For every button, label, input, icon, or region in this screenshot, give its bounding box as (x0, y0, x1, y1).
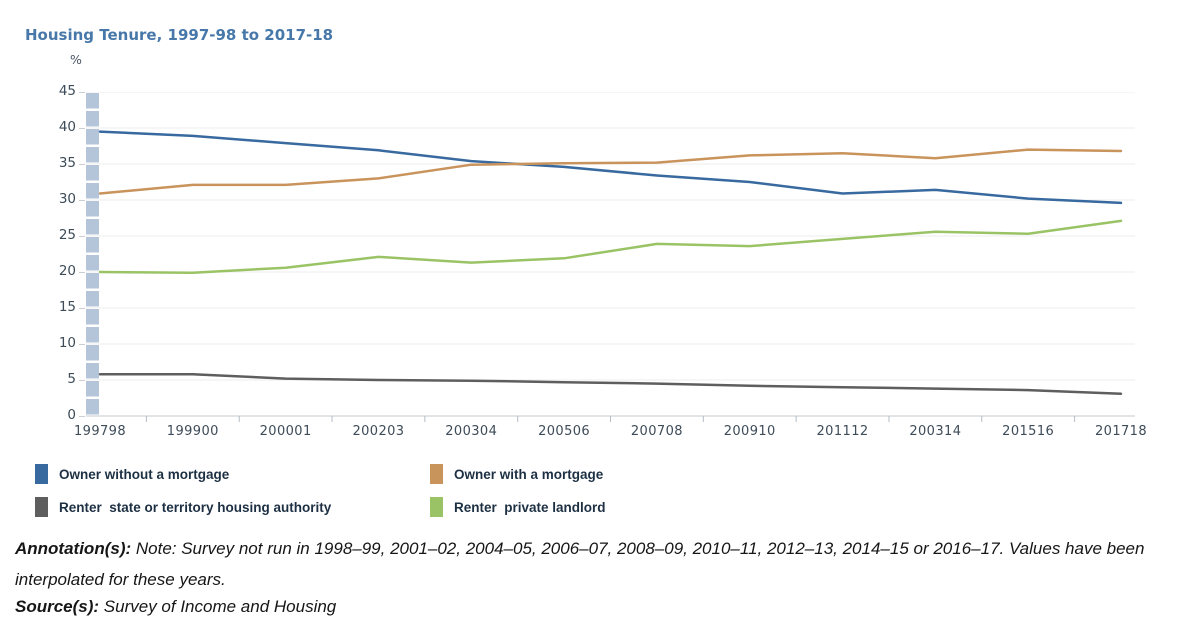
highlight-band-segment (86, 237, 99, 253)
x-axis-label: 200304 (445, 424, 498, 439)
y-axis-tick (79, 308, 85, 309)
legend-item-owner-with-mortgage: Owner with a mortgage (430, 464, 603, 484)
highlight-band-segment (86, 165, 99, 181)
x-axis-label: 199900 (166, 424, 219, 439)
highlight-band-segment (86, 345, 99, 361)
annotation-label: Annotation(s): (15, 539, 132, 558)
highlight-band-segment (86, 147, 99, 163)
series-line-0 (98, 130, 1123, 205)
source-label: Source(s): (15, 597, 100, 616)
highlight-band-segment (86, 111, 99, 127)
legend-swatch-icon (430, 497, 443, 517)
y-axis-tick (79, 128, 85, 129)
x-axis-label: 200910 (723, 424, 776, 439)
source-text: Survey of Income and Housing (99, 597, 337, 616)
y-axis-label: 10 (58, 335, 76, 351)
y-axis-label: 20 (58, 263, 76, 279)
x-axis-label: 201112 (816, 424, 869, 439)
x-axis-label: 200708 (630, 424, 683, 439)
y-axis-label: 0 (67, 407, 76, 423)
y-axis-label: 35 (58, 155, 76, 171)
y-axis-tick (79, 380, 85, 381)
highlight-band-segment (86, 219, 99, 235)
annotation-block: Annotation(s): Note: Survey not run in 1… (15, 533, 1187, 595)
legend-label: Renter state or territory housing author… (59, 499, 332, 515)
highlight-band-segment (86, 201, 99, 217)
x-axis-label: 200314 (909, 424, 962, 439)
highlight-band-segment (86, 309, 99, 325)
legend-swatch-icon (430, 464, 443, 484)
highlight-band-segment (86, 273, 99, 289)
legend-swatch-icon (35, 464, 48, 484)
legend-item-owner-without-mortgage: Owner without a mortgage (35, 464, 229, 484)
x-axis-label: 200203 (352, 424, 405, 439)
series-line-3 (98, 219, 1123, 274)
series-line-1 (98, 148, 1123, 195)
highlight-band-segment (86, 381, 99, 397)
source-block: Source(s): Survey of Income and Housing (15, 597, 1115, 617)
y-axis-tick (79, 200, 85, 201)
line-chart-svg (86, 91, 1135, 422)
legend-label: Owner with a mortgage (454, 466, 604, 482)
y-axis-unit-label: % (70, 52, 82, 67)
x-axis: 199798 199900 200001 200203 200304 200506 2007… (74, 424, 1148, 444)
y-axis-label: 45 (58, 83, 76, 99)
highlight-band-segment (86, 129, 99, 145)
legend-item-renter-private-landlord: Renter private landlord (430, 497, 606, 517)
highlight-band-segment (86, 291, 99, 307)
highlight-band-segment (86, 183, 99, 199)
y-axis-label: 30 (58, 191, 76, 207)
x-axis-label: 201718 (1094, 424, 1148, 439)
chart-title: Housing Tenure, 1997-98 to 2017-18 (25, 26, 334, 44)
series-line-2 (98, 372, 1123, 395)
highlight-band-segment (86, 93, 99, 109)
y-axis-tick (79, 272, 85, 273)
legend-item-renter-state-housing: Renter state or territory housing author… (35, 497, 331, 517)
legend-label: Renter private landlord (454, 499, 606, 515)
y-axis-label: 5 (67, 371, 76, 387)
x-axis-label: 199798 (73, 424, 127, 439)
x-axis-label: 200001 (259, 424, 312, 439)
highlight-band-segment (86, 399, 99, 415)
y-axis-tick (79, 344, 85, 345)
annotation-text: Note: Survey not run in 1998–99, 2001–02… (15, 539, 1145, 589)
legend-label: Owner without a mortgage (59, 466, 230, 482)
y-axis-tick (79, 416, 85, 417)
y-axis: 45 40 35 30 25 20 15 10 5 0 (0, 0, 86, 430)
x-axis-label: 200506 (538, 424, 591, 439)
y-axis-label: 15 (58, 299, 76, 315)
y-axis-tick (79, 92, 85, 93)
x-axis-label: 201516 (1002, 424, 1055, 439)
y-axis-label: 40 (58, 119, 76, 135)
highlight-band-segment (86, 327, 99, 343)
y-axis-label: 25 (58, 227, 76, 243)
plot-area (86, 91, 1135, 428)
y-axis-tick (79, 236, 85, 237)
legend-swatch-icon (35, 497, 48, 517)
highlight-band-segment (86, 363, 99, 379)
y-axis-tick (79, 164, 85, 165)
highlight-band-segment (86, 255, 99, 271)
